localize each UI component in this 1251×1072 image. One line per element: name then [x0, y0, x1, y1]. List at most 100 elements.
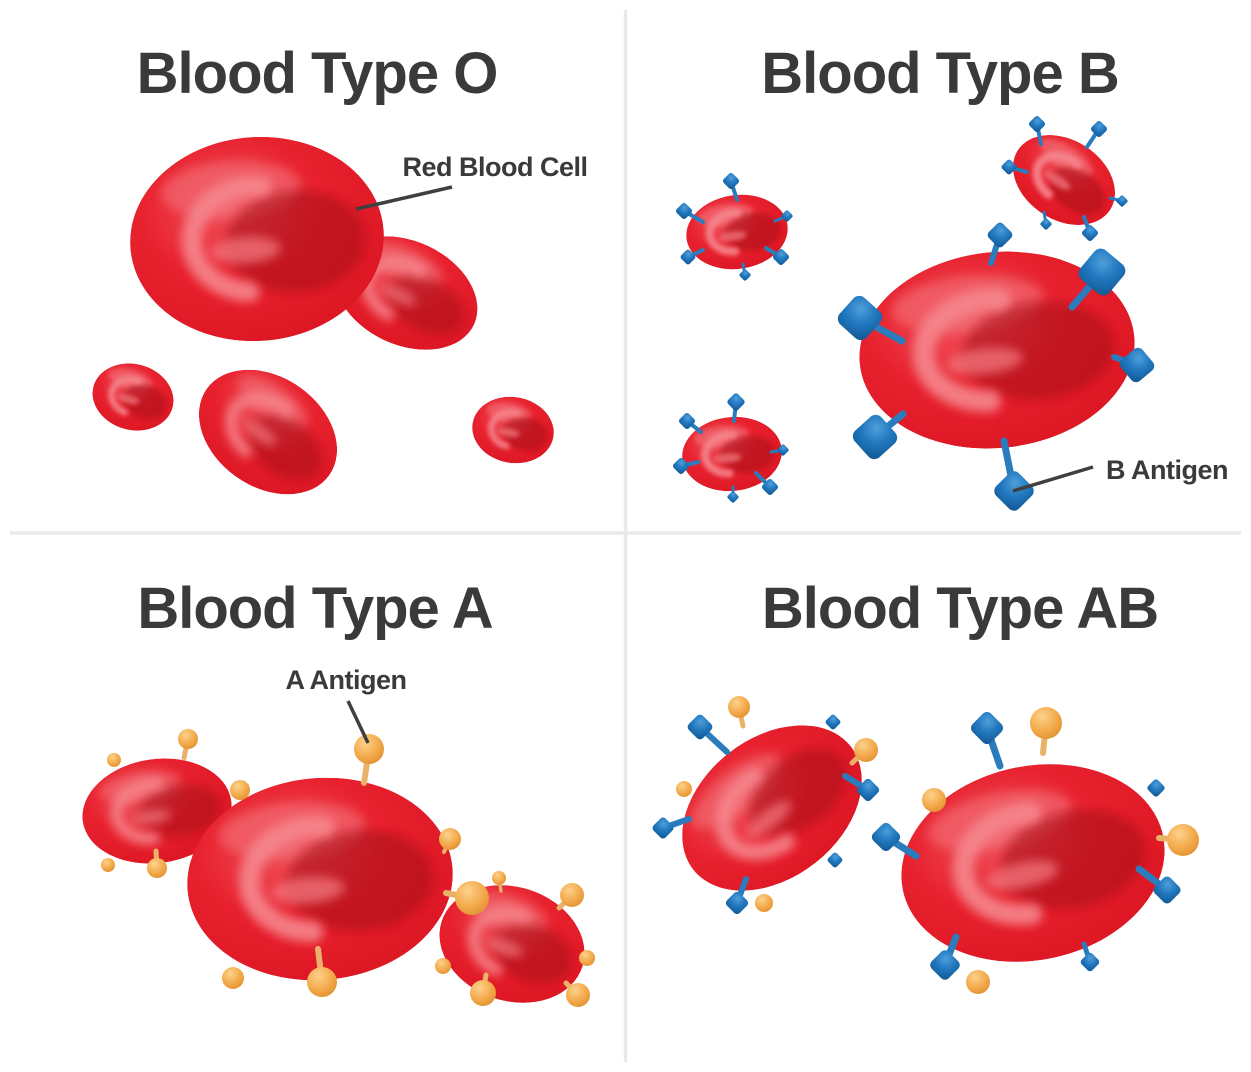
b-antigen-diamond: [852, 414, 898, 460]
b-antigen: [1028, 115, 1046, 146]
b-antigen-diamond: [970, 711, 1004, 745]
b-antigen: [987, 222, 1013, 266]
panel-title-o: Blood Type O: [137, 41, 498, 106]
a-antigen: [492, 871, 506, 893]
b-antigen: [1040, 210, 1052, 230]
b-antigen: [852, 410, 907, 460]
red-blood-cell: [686, 194, 788, 270]
cell-shadow: [1000, 809, 1146, 910]
b-antigen: [722, 172, 740, 202]
cell-highlight-bar: [718, 231, 747, 242]
a-antigen: [470, 972, 496, 1006]
b-antigen-diamond: [687, 714, 713, 740]
a-antigen: [435, 958, 451, 974]
a-antigen: [849, 738, 878, 766]
b-antigen: [678, 412, 703, 434]
b-antigen: [1001, 159, 1029, 175]
cell-highlight-bar: [117, 394, 140, 405]
a-antigen: [307, 946, 337, 997]
cell-highlight-bar: [745, 801, 792, 839]
a-antigen: [178, 729, 198, 761]
b-antigen-diamond: [837, 295, 883, 341]
cell-highlight-bar: [985, 860, 1059, 890]
a-antigen: [676, 781, 692, 797]
cell-highlight-bar: [945, 347, 1023, 375]
a-antigen-sphere: [222, 967, 244, 989]
b-antigen-diamond: [675, 202, 693, 220]
b-antigen: [930, 933, 960, 980]
cell-highlight-bar: [483, 937, 524, 957]
a-antigen-sphere: [728, 696, 750, 718]
b-antigen: [827, 852, 843, 868]
b-antigen-diamond: [739, 269, 751, 281]
callout-label-b-antigen: B Antigen: [1106, 455, 1228, 485]
cell-highlight-crescent: [468, 906, 532, 976]
b-antigen: [727, 393, 745, 423]
cell-highlight-bar: [209, 236, 281, 264]
a-antigen-sphere: [455, 881, 489, 915]
a-antigen: [1156, 824, 1199, 856]
a-antigen: [922, 788, 946, 812]
cell-shadow: [386, 275, 465, 335]
b-antigen-diamond: [727, 491, 739, 503]
red-blood-cell: [1012, 135, 1116, 225]
a-antigen-sphere: [560, 883, 584, 907]
a-antigen-sphere: [307, 967, 337, 997]
red-blood-cell: [682, 725, 862, 891]
callout-a-antigen: A Antigen: [286, 665, 407, 744]
b-antigen-diamond: [856, 778, 880, 802]
b-antigen: [739, 262, 751, 281]
a-antigen: [101, 858, 115, 872]
a-antigen-sphere: [1167, 824, 1199, 856]
a-antigen-sphere: [966, 970, 990, 994]
b-antigen: [680, 248, 705, 265]
b-antigen-diamond: [678, 412, 696, 430]
b-antigen-diamond: [1028, 115, 1046, 133]
b-antigen: [1068, 248, 1126, 311]
b-antigen: [773, 210, 793, 223]
cell-highlight-bar: [241, 418, 277, 446]
b-antigen-diamond: [725, 891, 749, 915]
cell-highlight-crescent: [108, 375, 144, 416]
b-antigen: [1108, 195, 1128, 207]
cell-highlight-crescent: [952, 801, 1043, 926]
cell-shadow: [122, 384, 167, 419]
a-antigen: [222, 967, 244, 989]
cell-highlight-crescent: [238, 815, 335, 943]
b-antigen: [825, 714, 841, 730]
cell-highlight-crescent: [715, 767, 796, 861]
b-antigen: [725, 876, 749, 915]
a-antigen-sphere: [107, 753, 121, 767]
red-blood-cell: [92, 363, 174, 431]
a-antigen: [563, 980, 590, 1007]
b-antigen: [727, 485, 739, 503]
a-antigen-sphere: [676, 781, 692, 797]
b-antigen: [994, 437, 1034, 511]
cell-highlight-crescent: [701, 430, 737, 478]
b-antigen-diamond: [781, 210, 793, 222]
b-antigen: [842, 773, 880, 802]
panel-title-b: Blood Type B: [761, 41, 1118, 106]
cell-highlight-crescent: [705, 208, 742, 256]
cell-highlight-bar: [713, 453, 742, 464]
cell-highlight-crescent: [181, 175, 272, 303]
b-antigen-diamond: [1081, 224, 1099, 242]
b-antigen-diamond: [761, 478, 779, 496]
b-antigen-diamond: [727, 393, 745, 411]
b-antigen: [764, 246, 790, 266]
b-antigen: [1080, 941, 1100, 972]
cell-shadow: [138, 784, 221, 837]
a-antigen: [439, 828, 461, 854]
callout-b-antigen: B Antigen: [1012, 455, 1228, 493]
a-antigen-sphere: [354, 734, 384, 764]
cell-highlight-bar: [377, 283, 417, 306]
b-antigen-diamond: [1040, 218, 1052, 230]
a-antigen-sphere: [922, 788, 946, 812]
b-antigen-diamond: [772, 248, 790, 266]
cell-highlight-crescent: [110, 777, 164, 845]
red-blood-cell: [472, 396, 554, 464]
b-antigen-diamond: [987, 222, 1013, 248]
cell-highlight-crescent: [912, 287, 1012, 413]
